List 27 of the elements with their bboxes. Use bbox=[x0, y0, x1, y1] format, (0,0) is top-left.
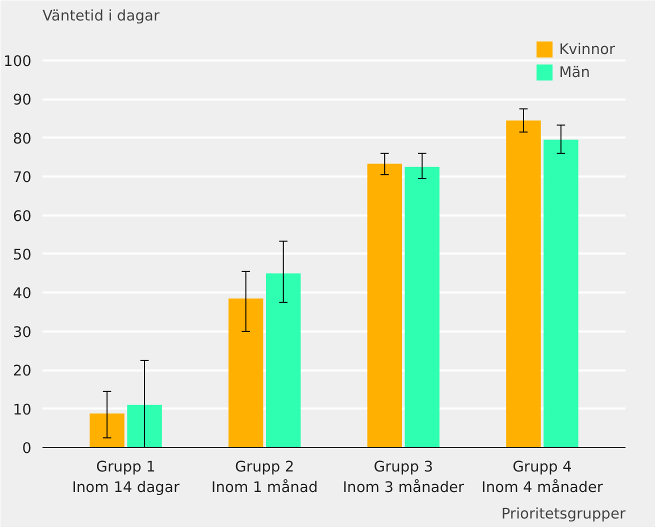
x-axis-title: Prioritetsgrupper bbox=[501, 506, 626, 522]
y-tick-label: 80 bbox=[12, 130, 32, 148]
y-tick-label: 30 bbox=[12, 324, 32, 341]
x-tick-label: Grupp 1 Inom 14 dagar bbox=[72, 458, 180, 496]
y-tick-label: 90 bbox=[12, 92, 32, 109]
y-tick-label: 20 bbox=[12, 362, 32, 380]
bar bbox=[544, 140, 578, 448]
legend-label: Kvinnor bbox=[559, 40, 615, 58]
x-tick-label: Grupp 4 Inom 4 månader bbox=[482, 458, 604, 496]
bar bbox=[90, 413, 124, 448]
y-tick-label: 50 bbox=[12, 246, 32, 264]
bar bbox=[228, 298, 264, 448]
y-axis-title: Väntetid i dagar bbox=[42, 8, 160, 24]
bar bbox=[266, 273, 301, 448]
bar bbox=[127, 404, 162, 448]
x-tick-label: Grupp 2 Inom 1 månad bbox=[211, 458, 318, 496]
legend-label: Män bbox=[559, 64, 590, 80]
bar bbox=[367, 164, 402, 448]
y-tick-label: 60 bbox=[12, 208, 32, 225]
bar bbox=[506, 120, 541, 448]
y-tick-label: 10 bbox=[12, 401, 32, 418]
bar bbox=[404, 166, 440, 448]
y-tick-label: 40 bbox=[12, 285, 32, 302]
y-tick-label: 0 bbox=[22, 440, 32, 457]
x-tick-label: Grupp 3 Inom 3 månader bbox=[342, 458, 466, 496]
y-tick-label: 70 bbox=[12, 169, 32, 186]
y-tick-label: 100 bbox=[4, 52, 32, 70]
